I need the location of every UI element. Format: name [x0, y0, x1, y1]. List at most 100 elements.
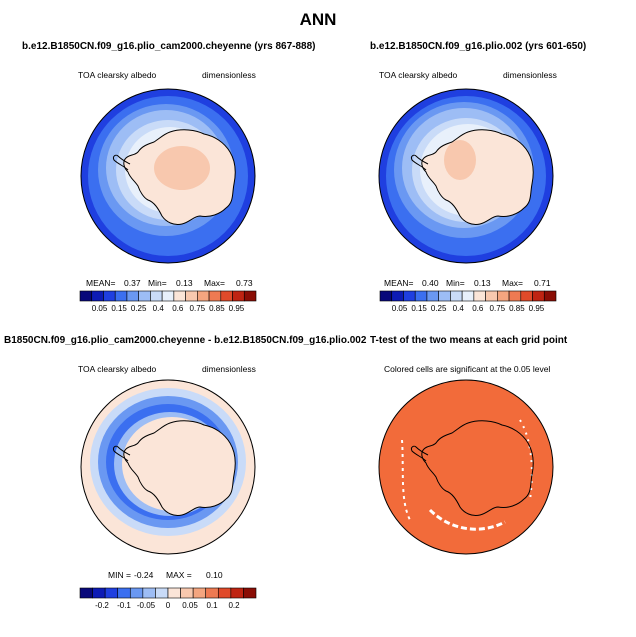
- panel-2-colorbar-tick-label: 0.15: [411, 304, 427, 313]
- panel-2-title: b.e12.B1850CN.f09_g16.plio.002 (yrs 601-…: [370, 41, 587, 52]
- panel-4-map-border: [378, 379, 554, 555]
- panel-2-colorbar-cell: [403, 290, 416, 302]
- panel-1-mean: 0.37: [124, 278, 141, 288]
- panel-3-colorbar-cell: [155, 587, 169, 599]
- panel-2-colorbar-tick-label: 0.95: [528, 304, 545, 313]
- panel-2-min-label: Min=: [446, 278, 465, 288]
- panel-3-colorbar-cell: [104, 587, 119, 599]
- panel-1-colorbar-cell: [220, 290, 233, 302]
- panel-1-colorbar-cell: [232, 290, 245, 302]
- panel-2-colorbar-cell: [543, 290, 557, 302]
- panel-3-title: B1850CN.f09_g16.plio_cam2000.cheyenne - …: [4, 335, 367, 346]
- panel-1-colorbar-tick-label: 0.05: [91, 304, 108, 313]
- panel-1-colorbar-tick-label: 0.75: [189, 304, 206, 313]
- panel-2-colorbar-cell: [532, 290, 545, 302]
- panel-3-colorbar-cell: [180, 587, 194, 599]
- panel-3-max: 0.10: [206, 570, 223, 580]
- panel-2-colorbar-tick-label: 0.25: [430, 304, 447, 313]
- panel-1-colorbar-cell: [91, 290, 104, 302]
- panel-2-colorbar-cell: [497, 290, 510, 302]
- panel-3-colorbar-tick-label: -0.1: [117, 601, 131, 610]
- panel-1-map-border: [80, 88, 256, 264]
- panel-1-colorbar-tick-label: 0.4: [152, 304, 164, 313]
- colorbars: [79, 290, 557, 599]
- panel-2-colorbar-cell: [508, 290, 522, 302]
- panel-2-colorbar-tick-label: 0.4: [452, 304, 464, 313]
- panel-2-colorbar-cell: [485, 290, 498, 302]
- panel-1-colorbar-tick-label: 0.6: [172, 304, 184, 313]
- panel-4-title: T-test of the two means at each grid poi…: [370, 335, 568, 346]
- panel-3-colorbar-tick-label: 0.2: [228, 601, 240, 610]
- panel-3-colorbar-cell: [192, 587, 207, 599]
- panel-1-variable: TOA clearsky albedo: [78, 70, 157, 80]
- panel-1-max-label: Max=: [204, 278, 226, 288]
- panel-3-colorbar-tick-label: 0: [165, 601, 171, 610]
- panel-2-max-label: Max=: [502, 278, 524, 288]
- panel-3-min: -0.24: [134, 570, 154, 580]
- panel-3-colorbar-cell: [117, 587, 131, 599]
- panel-2-colorbar-cell: [391, 290, 404, 302]
- panel-3-colorbar-tick-label: -0.05: [136, 601, 156, 610]
- panel-2-map: [379, 89, 553, 263]
- panel-2-colorbar-cell: [520, 290, 533, 302]
- panel-1-colorbar-tick-label: 0.15: [111, 304, 127, 313]
- panel-1-colorbar-cell: [150, 290, 163, 302]
- panel-2-colorbar-tick-label: 0.05: [391, 304, 408, 313]
- panel-2-max: 0.71: [534, 278, 551, 288]
- panel-2-colorbar-cell: [450, 290, 463, 302]
- figure-title: ANN: [299, 10, 337, 29]
- panel-2-colorbar-tick-label: 0.85: [509, 304, 525, 313]
- panel-2-colorbar-cell: [414, 290, 428, 302]
- panel-1-colorbar-cell: [208, 290, 222, 302]
- panel-1-min: 0.13: [176, 278, 193, 288]
- panel-1-units: dimensionless: [202, 70, 256, 80]
- panel-2-colorbar-cell: [379, 290, 393, 302]
- panel-1-colorbar-cell: [103, 290, 116, 302]
- panel-3-map-border: [80, 379, 256, 555]
- panel-1-colorbar-cell: [161, 290, 175, 302]
- panel-1-colorbar-cell: [243, 290, 257, 302]
- panel-2-min: 0.13: [474, 278, 491, 288]
- panel-2-colorbar-cell: [426, 290, 439, 302]
- panel-3-colorbar-cell: [230, 587, 244, 599]
- panel-3-colorbar-cell: [79, 587, 93, 599]
- panel-3-min-label: MIN =: [108, 570, 131, 580]
- panel-1-min-label: Min=: [148, 278, 167, 288]
- panel-3-colorbar-cell: [129, 587, 144, 599]
- panel-1-colorbar-cell: [114, 290, 128, 302]
- panel-1-colorbar-tick-label: 0.25: [130, 304, 147, 313]
- panel-3-colorbar-cell: [142, 587, 156, 599]
- panel-2-colorbar-tick-label: 0.6: [472, 304, 484, 313]
- panel-2-colorbar-cell: [438, 290, 451, 302]
- panel-4-subtitle: Colored cells are significant at the 0.0…: [384, 364, 551, 374]
- panel-3-map: [81, 380, 255, 554]
- panel-1-colorbar-cell: [126, 290, 139, 302]
- panel-2-mean-label: MEAN=: [384, 278, 414, 288]
- panel-2-colorbar-cell: [473, 290, 486, 302]
- panel-1-mean-label: MEAN=: [86, 278, 116, 288]
- panel-2-variable: TOA clearsky albedo: [379, 70, 458, 80]
- panel-1-colorbar-cell: [185, 290, 198, 302]
- panel-3-max-label: MAX =: [166, 570, 192, 580]
- panel-3-colorbar-tick-label: 0.05: [182, 601, 198, 610]
- panel-3-colorbar-cell: [92, 587, 106, 599]
- panel-1-title: b.e12.B1850CN.f09_g16.plio_cam2000.cheye…: [22, 41, 316, 52]
- panel-3-units: dimensionless: [202, 364, 256, 374]
- panel-3-colorbar-cell: [167, 587, 181, 599]
- panel-1-map: [81, 89, 255, 263]
- panel-1-colorbar-cell: [79, 290, 93, 302]
- panel-1-max: 0.73: [236, 278, 253, 288]
- panel-1-colorbar-tick-label: 0.85: [209, 304, 225, 313]
- panel-3-colorbar-cell: [243, 587, 257, 599]
- panel-3-variable: TOA clearsky albedo: [78, 364, 157, 374]
- panel-1-colorbar-cell: [138, 290, 151, 302]
- panel-3-colorbar-cell: [205, 587, 219, 599]
- panel-2-colorbar-cell: [461, 290, 475, 302]
- panel-1-colorbar-tick-label: 0.95: [228, 304, 245, 313]
- panel-2-map-border: [378, 88, 554, 264]
- panel-2-units: dimensionless: [503, 70, 557, 80]
- panel-3-colorbar-tick-label: -0.2: [95, 601, 109, 610]
- panel-2-mean: 0.40: [422, 278, 439, 288]
- panel-1-colorbar-cell: [197, 290, 210, 302]
